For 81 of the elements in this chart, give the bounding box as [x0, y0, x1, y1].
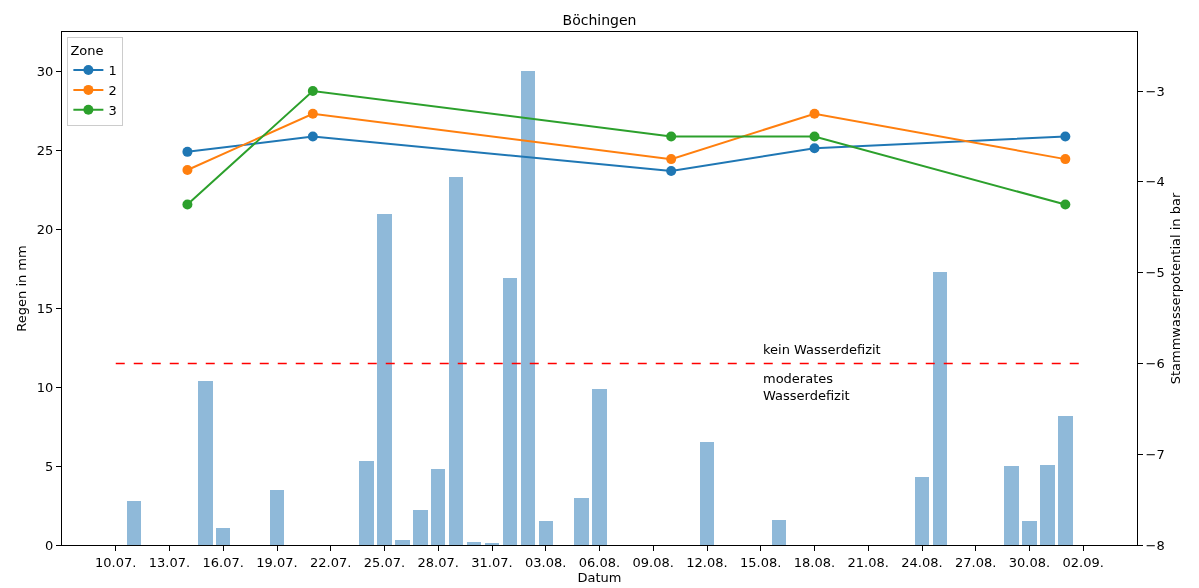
- x-tick-label: 03.08.: [525, 554, 567, 570]
- x-tick-label: 30.08.: [1008, 554, 1051, 570]
- x-tick-label: 25.07.: [363, 554, 406, 570]
- x-tick-label: 18.08.: [793, 554, 836, 570]
- bar: [1058, 415, 1073, 545]
- y2-tick-label: −7: [1145, 446, 1165, 462]
- bar: [574, 497, 589, 545]
- chart-title: Böchingen: [562, 11, 637, 28]
- y2-tick-label: −8: [1145, 537, 1165, 553]
- point: [1060, 131, 1071, 142]
- bar: [269, 489, 285, 545]
- bar: [395, 540, 410, 545]
- bar: [1040, 464, 1055, 545]
- point: [307, 108, 318, 119]
- x-tick-label: 16.07.: [202, 554, 244, 570]
- x-tick-label: 21.08.: [847, 554, 889, 570]
- x-tick-label: 19.07.: [256, 554, 298, 570]
- y-tick-label: 20: [36, 221, 54, 237]
- point: [307, 131, 318, 142]
- bar: [520, 71, 535, 545]
- point: [182, 199, 193, 210]
- x-tick-label: 12.08.: [686, 554, 728, 570]
- point: [1060, 154, 1071, 165]
- x-tick-label: 02.09.: [1062, 554, 1104, 570]
- y2-tick-label: −6: [1145, 355, 1165, 371]
- point: [1060, 199, 1071, 210]
- bar: [216, 527, 231, 545]
- legend-label: 2: [108, 82, 117, 98]
- bar: [502, 278, 518, 545]
- bar: [699, 442, 715, 545]
- bar: [377, 213, 392, 545]
- y-axis-title: Regen in mm: [14, 245, 29, 332]
- bar: [592, 388, 607, 545]
- point: [182, 146, 193, 157]
- point: [809, 108, 820, 119]
- point: [666, 165, 677, 176]
- bar: [359, 461, 374, 545]
- bar: [431, 469, 446, 545]
- bar: [932, 271, 948, 545]
- y2-tick-label: −5: [1145, 265, 1165, 281]
- x-tick-label: 06.08.: [578, 554, 621, 570]
- y2-axis-title: Stammwasserpotential in bar: [1167, 192, 1183, 385]
- bar: [449, 177, 464, 545]
- y-tick-label: 25: [36, 142, 54, 158]
- bar: [538, 521, 553, 545]
- annotation: moderates Wasserdefizit: [763, 371, 850, 403]
- bar: [771, 519, 786, 545]
- legend-label: 1: [108, 63, 117, 79]
- legend-label: 3: [108, 102, 117, 118]
- bar: [413, 510, 428, 545]
- x-tick-label: 22.07.: [310, 554, 352, 570]
- x-axis-title: Datum: [577, 570, 622, 586]
- point: [307, 86, 318, 97]
- bar: [914, 477, 930, 545]
- y2-tick-label: −4: [1145, 174, 1165, 190]
- bar: [1004, 466, 1019, 545]
- ref-line-label: kein Wasserdefizit: [763, 342, 881, 357]
- x-tick-label: 15.08.: [740, 554, 782, 570]
- bar: [466, 541, 482, 545]
- x-tick-label: 10.07.: [95, 554, 137, 570]
- x-tick-label: 27.08.: [955, 554, 997, 570]
- point: [809, 143, 820, 154]
- point: [666, 154, 677, 165]
- point: [809, 131, 820, 142]
- x-tick-label: 09.08.: [632, 554, 674, 570]
- x-tick-label: 13.07.: [148, 554, 191, 570]
- y-tick-label: 10: [36, 379, 54, 395]
- y-tick-label: 15: [36, 300, 54, 316]
- y-tick-label: 0: [45, 537, 54, 553]
- x-tick-label: 31.07.: [471, 554, 513, 570]
- bar: [198, 380, 213, 545]
- x-tick-label: 28.07.: [417, 554, 459, 570]
- bar: [126, 500, 141, 545]
- point: [666, 131, 677, 142]
- y2-tick-label: −3: [1145, 83, 1165, 99]
- legend-title: Zone: [70, 43, 104, 59]
- x-tick-label: 24.08.: [901, 554, 943, 570]
- point: [182, 165, 193, 176]
- y-tick-label: 5: [45, 458, 54, 474]
- bar: [1022, 521, 1037, 545]
- y-tick-label: 30: [36, 64, 54, 80]
